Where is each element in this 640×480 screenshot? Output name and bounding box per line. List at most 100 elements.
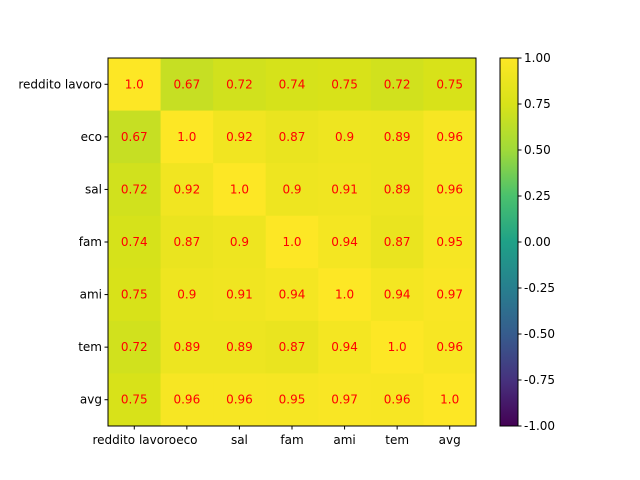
row-tick-label: avg [80,393,102,407]
cell-value-label: 0.72 [226,77,253,91]
cell-value-label: 0.91 [331,182,358,196]
heatmap-cells [108,58,477,427]
row-tick-label: ami [80,288,102,302]
heatmap-cell [213,110,267,164]
heatmap-cell [318,110,372,164]
cell-value-label: 0.96 [436,130,463,144]
cell-value-label: 0.97 [436,288,463,302]
column-tick-label: avg [439,433,461,447]
heatmap-cell [213,58,267,112]
heatmap-cell [318,320,372,374]
colorbar-tick-label: 0.50 [524,143,551,157]
heatmap-cell [370,110,424,164]
cell-value-label: 0.94 [384,288,411,302]
heatmap-cell [160,163,214,217]
heatmap-cell [423,215,477,269]
colorbar-tick-label: -0.25 [524,281,555,295]
column-tick-label: eco [176,433,197,447]
cell-value-label: 1.0 [440,393,459,407]
cell-value-label: 0.74 [279,77,306,91]
cell-value-label: 0.9 [177,288,196,302]
cell-value-label: 0.72 [121,182,148,196]
cell-value-label: 1.0 [125,77,144,91]
colorbar-tick-label: 0.00 [524,235,551,249]
cell-value-label: 1.0 [177,130,196,144]
heatmap-cell [108,215,162,269]
heatmap-cell [265,163,319,217]
heatmap-cell [265,58,319,112]
cell-value-label: 0.75 [121,288,148,302]
cell-value-label: 0.92 [173,182,200,196]
row-tick-label: fam [79,235,102,249]
column-tick-label: reddito lavoro [92,433,176,447]
cell-value-label: 0.74 [121,235,148,249]
heatmap-cell [265,268,319,322]
heatmap-cell [108,373,162,427]
cell-value-label: 0.96 [226,393,253,407]
heatmap-cell [423,373,477,427]
cell-value-label: 0.96 [436,182,463,196]
cell-value-label: 0.9 [282,182,301,196]
heatmap-cell [423,163,477,217]
cell-value-label: 0.67 [173,77,200,91]
cell-value-label: 0.75 [436,77,463,91]
heatmap-cell [370,58,424,112]
colorbar-tick-label: -0.75 [524,373,555,387]
heatmap-cell [370,268,424,322]
heatmap-cell [370,320,424,374]
heatmap-cell [160,215,214,269]
heatmap-cell [108,58,162,112]
colorbar-tick-label: -1.00 [524,419,555,433]
cell-value-label: 0.89 [384,182,411,196]
heatmap-cell [213,320,267,374]
colorbar-tick-labels: 1.00 0.75 0.50 0.25 0.00 -0.25 -0.50 -0.75 -1.00 [518,51,555,433]
heatmap-cell [318,58,372,112]
cell-value-label: 0.95 [436,235,463,249]
cell-value-label: 0.75 [121,393,148,407]
cell-value-label: 0.9 [335,130,354,144]
cell-value-label: 0.92 [226,130,253,144]
row-tick-label: eco [81,130,102,144]
cell-annotations: 1.0 0.67 0.72 0.74 0.75 0.72 0.75 0.67 1.0 0.92 0.… [121,77,463,406]
cell-value-label: 1.0 [388,340,407,354]
heatmap-cell [160,110,214,164]
row-tick-label: reddito lavoro [18,77,102,91]
cell-value-label: 0.9 [230,235,249,249]
heatmap-cell [213,373,267,427]
heatmap-cell [108,268,162,322]
heatmap-cell [213,268,267,322]
colorbar [499,57,519,427]
cell-value-label: 0.89 [173,340,200,354]
heatmap-cell [318,163,372,217]
heatmap-cell [160,58,214,112]
cell-value-label: 0.89 [384,130,411,144]
row-tick-label: tem [78,340,102,354]
cell-value-label: 0.91 [226,288,253,302]
colorbar-tick-label: 1.00 [524,51,551,65]
cell-value-label: 0.72 [384,77,411,91]
colorbar-tick-label: 0.75 [524,97,551,111]
colorbar-tick-label: 0.25 [524,189,551,203]
cell-value-label: 0.97 [331,393,358,407]
heatmap-cell [265,373,319,427]
cell-value-label: 0.67 [121,130,148,144]
cell-value-label: 0.96 [384,393,411,407]
heatmap-cell [108,320,162,374]
cell-value-label: 1.0 [282,235,301,249]
cell-value-label: 0.75 [331,77,358,91]
column-tick-label: fam [280,433,303,447]
cell-value-label: 0.87 [384,235,411,249]
heatmap-cell [265,215,319,269]
heatmap-cell [108,110,162,164]
cell-value-label: 0.96 [173,393,200,407]
column-tick-label: ami [333,433,355,447]
cell-value-label: 0.95 [279,393,306,407]
heatmap-cell [160,320,214,374]
cell-value-label: 1.0 [230,182,249,196]
row-tick-labels: reddito lavoro eco sal fam ami tem avg [18,77,108,407]
column-tick-labels: reddito lavoro eco sal fam ami tem avg [92,426,461,447]
cell-value-label: 0.89 [226,340,253,354]
heatmap-cell [423,110,477,164]
heatmap-cell [108,163,162,217]
